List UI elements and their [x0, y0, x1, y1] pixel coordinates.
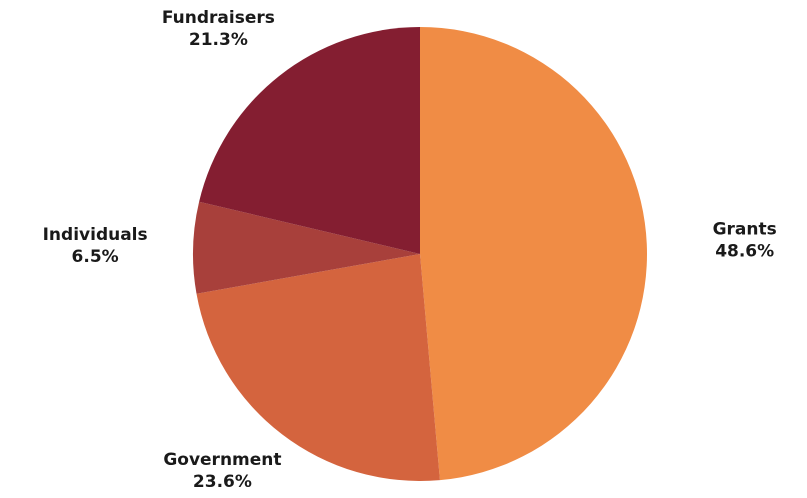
pie-label-name-government: Government — [163, 450, 281, 470]
pie-slice-individuals — [193, 201, 420, 294]
pie-slice-fundraisers — [199, 27, 420, 254]
pie-label-value-government: 23.6% — [193, 472, 252, 492]
pie-slice-government — [196, 254, 440, 481]
pie-label-value-fundraisers: 21.3% — [189, 30, 248, 50]
pie-label-name-grants: Grants — [713, 220, 777, 240]
pie-slices — [193, 27, 648, 481]
pie-label-value-grants: 48.6% — [715, 242, 774, 262]
pie-label-name-individuals: Individuals — [43, 225, 148, 245]
pie-label-name-fundraisers: Fundraisers — [162, 8, 275, 28]
pie-slice-grants — [420, 27, 648, 481]
pie-label-value-individuals: 6.5% — [72, 247, 119, 267]
